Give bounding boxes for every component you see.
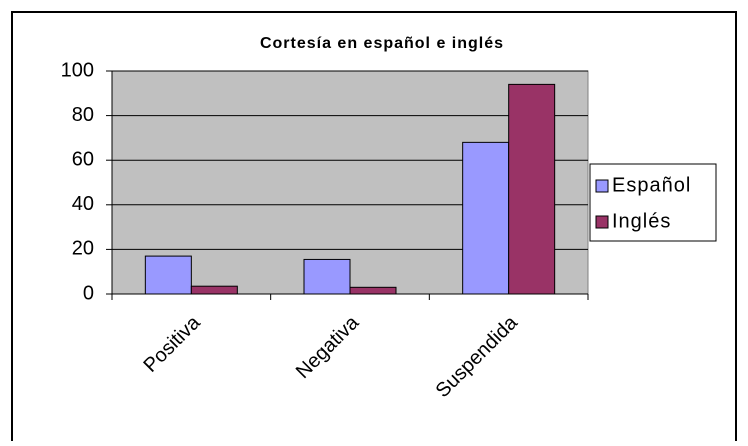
y-tick-label: 40 bbox=[72, 193, 94, 215]
y-tick-label: 60 bbox=[72, 148, 94, 170]
legend-box bbox=[589, 163, 717, 242]
bar bbox=[190, 285, 238, 295]
bar bbox=[508, 83, 556, 295]
legend-swatch bbox=[595, 179, 609, 193]
chart-title: Cortesía en español e inglés bbox=[260, 35, 504, 52]
legend-swatch bbox=[595, 215, 609, 229]
y-tick-label: 80 bbox=[72, 104, 94, 126]
bar bbox=[462, 141, 510, 295]
y-tick-label: 0 bbox=[83, 282, 94, 304]
y-tick-label: 20 bbox=[72, 238, 94, 260]
legend-label: Español bbox=[612, 174, 691, 196]
bar bbox=[303, 258, 351, 295]
bar bbox=[349, 286, 397, 295]
bar bbox=[144, 255, 192, 295]
y-tick-label: 100 bbox=[61, 59, 94, 81]
legend-label: Inglés bbox=[612, 210, 671, 232]
